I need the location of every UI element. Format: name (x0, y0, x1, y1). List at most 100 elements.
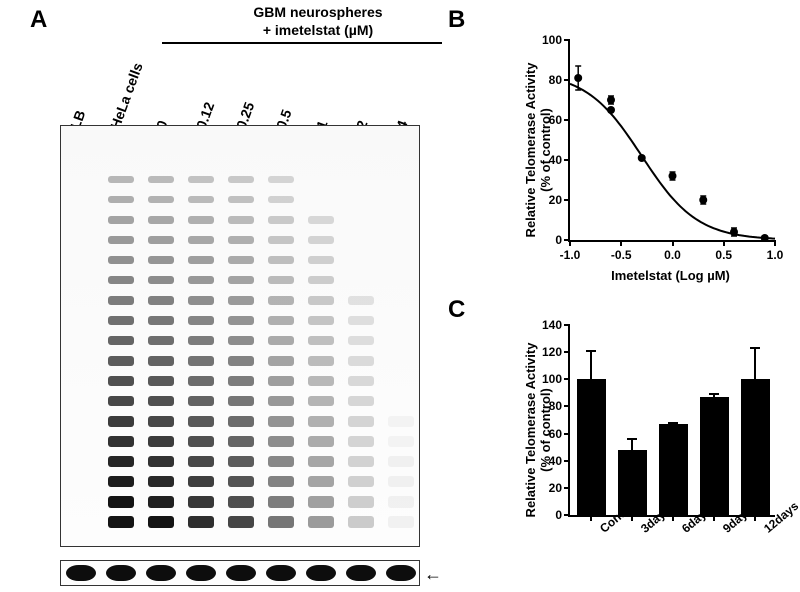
tick-label: 0.5 (715, 240, 732, 262)
gel-band (228, 196, 254, 203)
data-point (607, 96, 615, 104)
gel-lane (345, 126, 377, 546)
gel-band (228, 516, 254, 528)
gel-band (308, 316, 334, 325)
gel-band (148, 316, 174, 325)
error-bar (631, 439, 633, 450)
gel-band (108, 216, 134, 224)
gel-band (188, 416, 214, 427)
gel-band (388, 496, 414, 508)
gel-header-rule (162, 42, 442, 44)
gel-band (108, 336, 134, 345)
gel-lane (105, 126, 137, 546)
gel-band (188, 176, 214, 183)
gel-lane (305, 126, 337, 546)
gel-band (348, 376, 374, 386)
gel-band (228, 416, 254, 427)
tick-label: 100 (542, 33, 570, 47)
bar (659, 424, 688, 517)
gel-band (348, 496, 374, 508)
gel-band (148, 216, 174, 224)
gel-band (108, 316, 134, 325)
gel-band (188, 236, 214, 244)
gel-band (228, 316, 254, 325)
gel-band (188, 496, 214, 508)
gel-band (108, 256, 134, 264)
error-cap (586, 350, 596, 352)
data-point (730, 228, 738, 236)
gel-band (308, 456, 334, 467)
itas-band (186, 565, 216, 581)
gel-band (388, 516, 414, 528)
b-x-axis-label: Imetelstat (Log µM) (568, 268, 773, 283)
gel-band (348, 316, 374, 325)
gel-title-2: + imetelstat (µM) (208, 22, 428, 38)
error-cap (750, 347, 760, 349)
gel-band (268, 236, 294, 244)
error-bar (590, 351, 592, 380)
tick (631, 515, 633, 521)
gel-band (188, 296, 214, 305)
gel-band (108, 496, 134, 508)
gel-band (108, 416, 134, 427)
chart-b-svg (570, 40, 775, 240)
gel-band (348, 476, 374, 487)
gel-band (268, 196, 294, 203)
gel-band (308, 416, 334, 427)
gel-band (188, 356, 214, 366)
tick (672, 515, 674, 521)
gel-band (148, 296, 174, 305)
gel-lane (65, 126, 97, 546)
tick-label: -1.0 (560, 240, 581, 262)
itas-arrow-icon: ← (424, 564, 442, 585)
gel-band (268, 416, 294, 427)
tick-label: 80 (549, 399, 570, 413)
error-cap (627, 438, 637, 440)
c-y-axis-label-1: Relative Telomerase Activity (523, 343, 538, 518)
itas-band (306, 565, 336, 581)
gel-band (228, 436, 254, 447)
gel-band (228, 276, 254, 284)
gel-band (148, 436, 174, 447)
itas-band (386, 565, 416, 581)
gel-band (308, 256, 334, 264)
gel-band (308, 516, 334, 528)
gel-band (268, 436, 294, 447)
gel-image (60, 125, 420, 547)
gel-band (268, 516, 294, 528)
error-bar (754, 348, 756, 379)
gel-band (148, 516, 174, 528)
gel-band (188, 456, 214, 467)
gel-band (308, 236, 334, 244)
gel-band (108, 396, 134, 406)
tick-label: 60 (549, 113, 570, 127)
gel-band (188, 256, 214, 264)
gel-title-1: GBM neurospheres (208, 4, 428, 20)
data-point (669, 172, 677, 180)
error-cap (709, 393, 719, 395)
gel-band (108, 456, 134, 467)
tick (590, 515, 592, 521)
panel-label-b: B (448, 6, 465, 34)
gel-band (268, 336, 294, 345)
b-y-axis-label-1: Relative Telomerase Activity (523, 63, 538, 238)
itas-band (146, 565, 176, 581)
bar (741, 379, 770, 517)
gel-band (268, 356, 294, 366)
gel-band (108, 436, 134, 447)
itas-band (226, 565, 256, 581)
bar (618, 450, 647, 517)
chart-timecourse: Relative Telomerase Activity (% of contr… (478, 305, 793, 585)
gel-lane (185, 126, 217, 546)
gel-band (228, 176, 254, 183)
gel-band (308, 436, 334, 447)
gel-band (228, 376, 254, 386)
data-point (699, 196, 707, 204)
gel-lane (225, 126, 257, 546)
tick-label: 0.0 (664, 240, 681, 262)
data-point (607, 106, 615, 114)
gel-band (108, 516, 134, 528)
gel-band (148, 376, 174, 386)
gel-band (228, 336, 254, 345)
tick-label: -0.5 (611, 240, 632, 262)
